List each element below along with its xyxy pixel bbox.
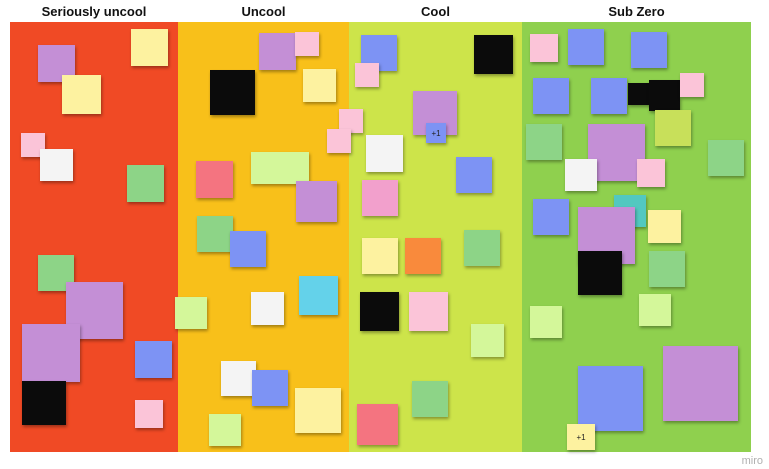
sticky-note[interactable]: [456, 157, 492, 193]
sticky-note[interactable]: [631, 32, 667, 68]
sticky-note[interactable]: [533, 78, 569, 114]
sticky-note[interactable]: [578, 366, 643, 431]
sticky-note[interactable]: [251, 152, 309, 184]
sticky-note[interactable]: [530, 306, 562, 338]
sticky-note[interactable]: [299, 276, 338, 315]
sticky-note[interactable]: [655, 110, 691, 146]
sticky-note[interactable]: [578, 251, 622, 295]
sticky-note[interactable]: [259, 33, 296, 70]
sticky-note[interactable]: [533, 199, 569, 235]
sticky-note[interactable]: [197, 216, 233, 252]
sticky-note[interactable]: [649, 251, 685, 287]
sticky-note[interactable]: [295, 32, 319, 56]
sticky-note[interactable]: [230, 231, 266, 267]
column-header-seriously-uncool: Seriously uncool: [41, 3, 147, 19]
sticky-note[interactable]: [409, 292, 448, 331]
sticky-note[interactable]: [362, 238, 398, 274]
sticky-note[interactable]: [357, 404, 398, 445]
sticky-note[interactable]: [210, 70, 255, 115]
sticky-note[interactable]: [412, 381, 448, 417]
sticky-note[interactable]: [588, 124, 645, 181]
sticky-note[interactable]: [40, 149, 73, 181]
sticky-note[interactable]: [680, 73, 704, 97]
sticky-note[interactable]: [637, 159, 665, 187]
sticky-note[interactable]: [252, 370, 288, 406]
miro-watermark: miro: [741, 455, 763, 467]
sticky-note[interactable]: [62, 75, 101, 114]
sticky-note[interactable]: [135, 341, 172, 378]
sticky-note[interactable]: [362, 180, 398, 216]
sticky-note[interactable]: [327, 129, 351, 153]
sticky-note[interactable]: [471, 324, 504, 357]
sticky-note[interactable]: [221, 361, 256, 396]
sticky-note[interactable]: [530, 34, 558, 62]
sticky-note[interactable]: [663, 346, 738, 421]
sticky-note[interactable]: [295, 388, 341, 433]
sticky-note[interactable]: [526, 124, 562, 160]
sticky-note[interactable]: [251, 292, 284, 325]
sticky-note[interactable]: [464, 230, 500, 266]
sticky-note[interactable]: [360, 292, 399, 331]
sticky-note[interactable]: [175, 297, 207, 329]
sticky-note[interactable]: [22, 381, 66, 425]
vote-badge[interactable]: +1: [567, 424, 595, 450]
sticky-note[interactable]: [296, 181, 337, 222]
sticky-note[interactable]: [591, 78, 627, 114]
sticky-note[interactable]: [22, 324, 80, 382]
sticky-note[interactable]: [708, 140, 744, 176]
sticky-note[interactable]: [648, 210, 681, 243]
sticky-note[interactable]: [474, 35, 513, 74]
column-header-cool: Cool: [421, 3, 450, 19]
sticky-note[interactable]: [131, 29, 168, 66]
sticky-note[interactable]: [355, 63, 379, 87]
sticky-note[interactable]: [366, 135, 403, 172]
sticky-note[interactable]: [649, 80, 680, 111]
sticky-note[interactable]: [628, 83, 652, 105]
sticky-note[interactable]: [196, 161, 233, 198]
sticky-note[interactable]: [405, 238, 441, 274]
sticky-note[interactable]: [639, 294, 671, 326]
sticky-note[interactable]: [209, 414, 241, 446]
sticky-note[interactable]: [568, 29, 604, 65]
column-header-sub-zero: Sub Zero: [608, 3, 665, 19]
sticky-note[interactable]: [303, 69, 336, 102]
column-header-uncool: Uncool: [241, 3, 286, 19]
sticky-note[interactable]: [135, 400, 163, 428]
vote-badge[interactable]: +1: [426, 123, 446, 143]
sticky-note[interactable]: [127, 165, 164, 202]
sticky-note[interactable]: [565, 159, 597, 191]
